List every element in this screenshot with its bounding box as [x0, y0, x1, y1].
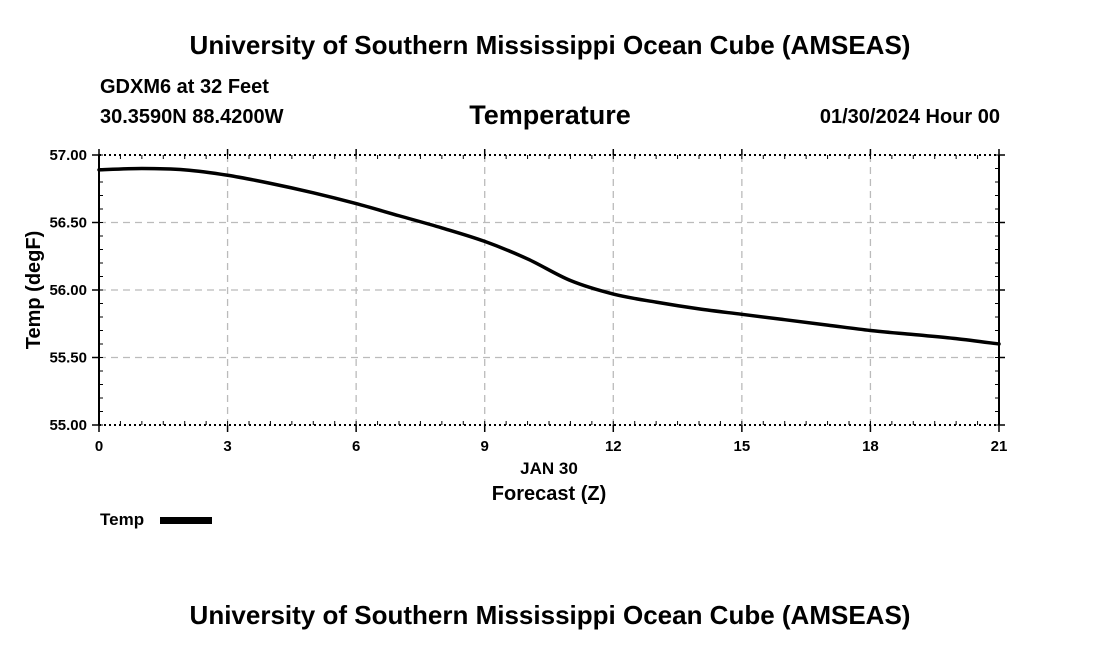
y-tick-label: 55.00	[49, 417, 87, 434]
x-tick-label: 15	[734, 438, 751, 455]
x-tick-label: 12	[605, 438, 622, 455]
x-tick-label: 9	[481, 438, 489, 455]
y-tick-label: 56.00	[49, 282, 87, 299]
forecast-datetime: 01/30/2024 Hour 00	[819, 106, 1000, 128]
x-axis-label: Forecast (Z)	[492, 483, 606, 505]
footer-title: University of Southern Mississippi Ocean…	[189, 600, 911, 630]
x-axis-date-label: JAN 30	[520, 459, 578, 478]
x-tick-labels: 0 3 6 9 12 15 18 21	[95, 438, 1008, 455]
y-tick-label: 55.50	[49, 350, 87, 367]
x-tick-label: 21	[991, 438, 1008, 455]
station-label: GDXM6 at 32 Feet	[100, 76, 269, 98]
y-tick-label: 56.50	[49, 215, 87, 232]
legend-swatch	[160, 517, 212, 524]
x-tick-label: 6	[352, 438, 360, 455]
legend-label: Temp	[100, 510, 145, 529]
x-tick-label: 18	[862, 438, 879, 455]
y-tick-label: 57.00	[49, 147, 87, 164]
page-title: University of Southern Mississippi Ocean…	[189, 30, 911, 60]
x-tick-label: 3	[223, 438, 231, 455]
y-tick-labels: 55.00 55.50 56.00 56.50 57.00	[49, 147, 87, 434]
plot-frame	[98, 154, 1000, 426]
x-tick-label: 0	[95, 438, 103, 455]
chart-title: Temperature	[469, 100, 631, 130]
grid-lines	[99, 154, 999, 426]
station-coordinates: 30.3590N 88.4200W	[100, 106, 284, 128]
temp-series-line	[97, 166, 1001, 346]
y-axis-label: Temp (degF)	[23, 231, 45, 350]
